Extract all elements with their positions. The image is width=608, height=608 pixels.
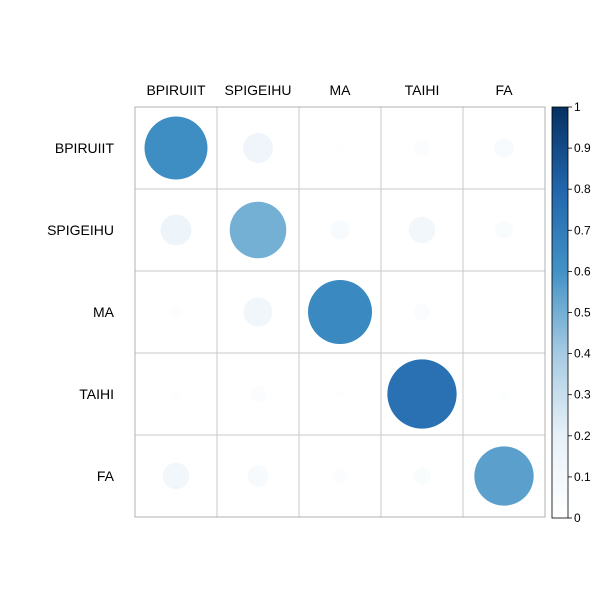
matrix-cell — [216, 434, 300, 518]
colorbar-gradient — [551, 106, 569, 519]
correlation-circle-fa-bpiruiit — [162, 462, 190, 490]
correlation-circles — [144, 116, 534, 506]
correlation-circle-ma-fa — [500, 308, 508, 316]
correlation-circle-taihi-taihi — [387, 359, 457, 429]
correlation-circle-bpiruiit-fa — [494, 138, 514, 158]
correlation-circle-taihi-spigeihu — [250, 386, 266, 402]
row-labels: BPIRUIIT SPIGEIHU MA TAIHI FA — [47, 140, 115, 484]
correlation-circle-bpiruiit-bpiruiit — [144, 116, 208, 180]
column-label: SPIGEIHU — [225, 82, 292, 98]
correlation-circle-bpiruiit-taihi — [414, 140, 430, 156]
colorbar-tick-label: 0.4 — [574, 347, 591, 361]
colorbar-tick-label: 0.7 — [574, 223, 591, 237]
correlation-circle-ma-spigeihu — [243, 297, 273, 327]
colorbar-tick-label: 0.6 — [574, 264, 591, 278]
matrix-cell — [380, 270, 464, 354]
matrix-border — [134, 106, 546, 518]
correlation-circle-bpiruiit-spigeihu — [243, 133, 273, 163]
row-label: TAIHI — [79, 386, 114, 402]
correlation-circle-taihi-bpiruiit — [170, 388, 182, 400]
correlation-circle-fa-taihi — [413, 467, 431, 485]
correlation-circle-fa-fa — [474, 446, 534, 506]
colorbar-tick-label: 1 — [574, 100, 581, 114]
correlation-circle-ma-ma — [308, 280, 372, 344]
correlation-circle-ma-taihi — [414, 304, 430, 320]
correlation-circle-taihi-ma — [336, 390, 344, 398]
colorbar-tick-label: 0.5 — [574, 306, 591, 320]
correlation-circle-fa-ma — [332, 468, 348, 484]
correlation-circle-spigeihu-fa — [495, 221, 513, 239]
column-labels: BPIRUIIT SPIGEIHU MA TAIHI FA — [146, 82, 513, 98]
column-label: TAIHI — [405, 82, 440, 98]
correlation-circle-bpiruiit-ma — [336, 144, 344, 152]
correlation-circle-spigeihu-bpiruiit — [160, 214, 192, 246]
colorbar-tick-label: 0.1 — [574, 470, 591, 484]
row-label: SPIGEIHU — [47, 222, 114, 238]
correlation-circle-spigeihu-ma — [330, 220, 350, 240]
row-label: BPIRUIIT — [55, 140, 115, 156]
row-label: MA — [93, 304, 115, 320]
colorbar-tick-label: 0.3 — [574, 388, 591, 402]
column-label: BPIRUIIT — [146, 82, 206, 98]
correlation-circle-ma-bpiruiit — [169, 305, 183, 319]
colorbar-ticks: 0 0.1 0.2 0.3 0.4 0.5 0.6 0.7 0.8 0.9 1 — [568, 100, 591, 525]
colorbar-tick-label: 0 — [574, 511, 581, 525]
colorbar-tick-label: 0.2 — [574, 429, 591, 443]
cell-grid — [134, 106, 546, 518]
colorbar-legend: 0 0.1 0.2 0.3 0.4 0.5 0.6 0.7 0.8 0.9 1 — [551, 100, 591, 525]
colorbar-tick-label: 0.8 — [574, 182, 591, 196]
correlation-circle-fa-spigeihu — [247, 465, 269, 487]
colorbar-tick-label: 0.9 — [574, 141, 591, 155]
correlation-circle-spigeihu-spigeihu — [229, 201, 287, 259]
row-label: FA — [97, 468, 115, 484]
column-label: FA — [495, 82, 513, 98]
column-label: MA — [330, 82, 352, 98]
correlation-circle-spigeihu-taihi — [408, 216, 436, 244]
matrix-cell — [298, 188, 382, 272]
correlation-circle-taihi-fa — [498, 388, 510, 400]
